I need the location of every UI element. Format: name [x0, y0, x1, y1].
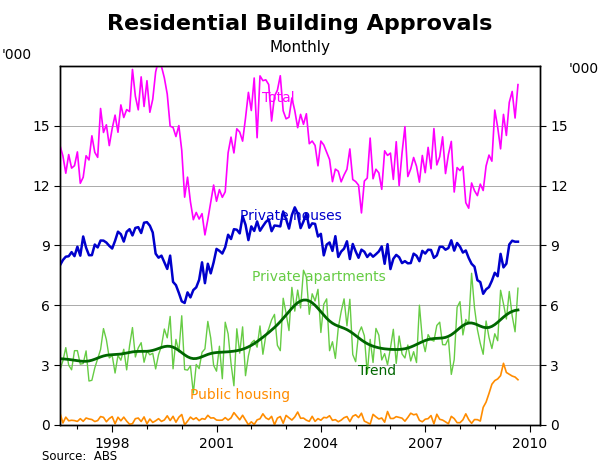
Y-axis label: '000: '000	[568, 62, 598, 76]
Y-axis label: '000: '000	[2, 49, 32, 62]
Text: Total: Total	[262, 91, 294, 105]
Text: Trend: Trend	[358, 364, 396, 378]
Text: Residential Building Approvals: Residential Building Approvals	[107, 14, 493, 34]
Text: Monthly: Monthly	[269, 40, 331, 55]
Text: Private apartments: Private apartments	[252, 270, 386, 284]
Text: Public housing: Public housing	[190, 388, 290, 402]
Text: Private houses: Private houses	[240, 209, 342, 222]
Text: Source:  ABS: Source: ABS	[42, 450, 117, 463]
